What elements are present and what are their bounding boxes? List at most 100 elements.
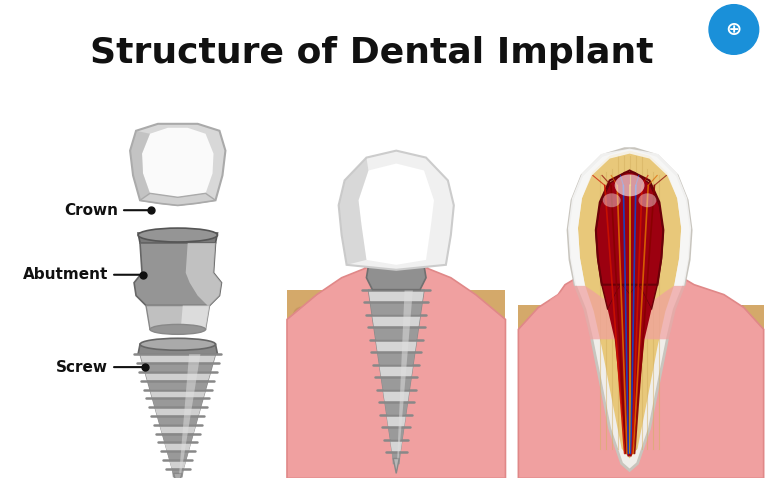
Text: ⊕: ⊕ bbox=[725, 20, 742, 39]
Circle shape bbox=[295, 460, 308, 472]
Circle shape bbox=[310, 450, 322, 463]
Circle shape bbox=[427, 345, 445, 362]
Circle shape bbox=[430, 429, 444, 442]
Circle shape bbox=[708, 447, 728, 467]
Circle shape bbox=[452, 362, 462, 372]
Polygon shape bbox=[373, 327, 419, 339]
Circle shape bbox=[367, 377, 375, 385]
Polygon shape bbox=[164, 443, 191, 451]
Polygon shape bbox=[179, 354, 200, 473]
Circle shape bbox=[378, 331, 390, 343]
Polygon shape bbox=[368, 289, 424, 458]
Polygon shape bbox=[130, 131, 150, 200]
Polygon shape bbox=[134, 243, 222, 306]
Polygon shape bbox=[370, 302, 422, 314]
Circle shape bbox=[730, 302, 744, 315]
Polygon shape bbox=[377, 352, 415, 364]
Polygon shape bbox=[359, 164, 434, 265]
Polygon shape bbox=[383, 390, 410, 402]
Polygon shape bbox=[339, 157, 368, 265]
Circle shape bbox=[591, 381, 609, 399]
Polygon shape bbox=[380, 365, 413, 377]
Circle shape bbox=[400, 311, 414, 326]
Polygon shape bbox=[181, 306, 209, 329]
Circle shape bbox=[681, 398, 689, 407]
Circle shape bbox=[552, 441, 560, 449]
Circle shape bbox=[744, 447, 760, 463]
Circle shape bbox=[732, 434, 745, 446]
Circle shape bbox=[446, 308, 459, 320]
Circle shape bbox=[444, 432, 452, 440]
Polygon shape bbox=[387, 415, 406, 427]
Circle shape bbox=[345, 343, 360, 358]
Polygon shape bbox=[376, 340, 417, 352]
Circle shape bbox=[442, 367, 460, 385]
Polygon shape bbox=[287, 265, 505, 479]
Polygon shape bbox=[367, 266, 426, 289]
Circle shape bbox=[428, 320, 437, 328]
Circle shape bbox=[604, 436, 621, 453]
Circle shape bbox=[406, 320, 413, 328]
Polygon shape bbox=[393, 458, 399, 473]
Circle shape bbox=[537, 331, 544, 337]
Circle shape bbox=[377, 355, 396, 373]
Polygon shape bbox=[140, 354, 216, 363]
Circle shape bbox=[537, 457, 544, 464]
Bar bbox=[287, 289, 505, 479]
Circle shape bbox=[604, 312, 621, 329]
Circle shape bbox=[359, 321, 367, 328]
Circle shape bbox=[405, 353, 420, 367]
Circle shape bbox=[638, 313, 655, 331]
Circle shape bbox=[330, 346, 344, 360]
Polygon shape bbox=[578, 151, 681, 458]
Ellipse shape bbox=[614, 174, 644, 196]
Polygon shape bbox=[162, 433, 193, 442]
Circle shape bbox=[658, 369, 670, 380]
Circle shape bbox=[548, 316, 567, 335]
Circle shape bbox=[539, 401, 547, 409]
Circle shape bbox=[434, 373, 444, 383]
Ellipse shape bbox=[138, 228, 217, 242]
Circle shape bbox=[373, 437, 382, 445]
Text: Structure of Dental Implant: Structure of Dental Implant bbox=[89, 36, 653, 70]
Circle shape bbox=[564, 348, 581, 365]
Polygon shape bbox=[381, 377, 411, 389]
Circle shape bbox=[638, 443, 651, 456]
Polygon shape bbox=[388, 427, 404, 439]
Polygon shape bbox=[138, 344, 217, 354]
Circle shape bbox=[323, 440, 340, 456]
Circle shape bbox=[616, 460, 630, 475]
Circle shape bbox=[697, 321, 711, 334]
Circle shape bbox=[341, 460, 358, 476]
Circle shape bbox=[358, 459, 377, 478]
Polygon shape bbox=[142, 363, 213, 372]
Circle shape bbox=[386, 341, 397, 351]
Polygon shape bbox=[385, 402, 408, 414]
Circle shape bbox=[463, 337, 470, 344]
Polygon shape bbox=[172, 469, 184, 478]
Circle shape bbox=[743, 385, 752, 393]
Circle shape bbox=[716, 308, 725, 316]
Circle shape bbox=[635, 338, 654, 357]
Bar bbox=[518, 295, 764, 479]
Circle shape bbox=[318, 378, 327, 387]
Circle shape bbox=[611, 408, 620, 417]
Polygon shape bbox=[518, 268, 764, 479]
Circle shape bbox=[440, 462, 450, 473]
Circle shape bbox=[421, 367, 439, 384]
Circle shape bbox=[404, 320, 423, 338]
Bar bbox=[287, 86, 505, 285]
Circle shape bbox=[457, 451, 465, 459]
Circle shape bbox=[709, 5, 758, 54]
Polygon shape bbox=[157, 416, 199, 424]
Circle shape bbox=[594, 460, 604, 470]
Polygon shape bbox=[568, 149, 691, 286]
Circle shape bbox=[731, 327, 741, 337]
Text: Screw: Screw bbox=[56, 360, 109, 374]
Bar bbox=[518, 86, 764, 304]
Circle shape bbox=[710, 353, 718, 361]
Circle shape bbox=[693, 439, 700, 446]
Polygon shape bbox=[142, 128, 213, 197]
Circle shape bbox=[387, 456, 401, 469]
Circle shape bbox=[559, 306, 571, 318]
